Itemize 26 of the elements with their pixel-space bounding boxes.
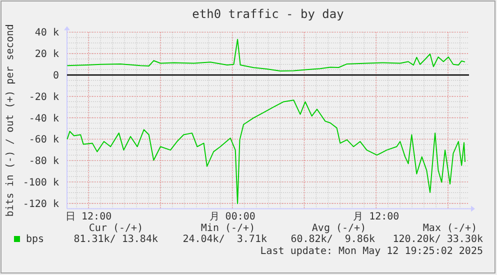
text: Max (-/+) — [422, 223, 478, 234]
x-tick-label: 日 12:00 — [66, 212, 112, 223]
text: 60.82k/ 9.86k — [290, 234, 375, 245]
text: Cur (-/+) — [88, 223, 144, 234]
y-tick-label: 0 — [52, 70, 59, 82]
y-tick-label: 20 k — [34, 49, 59, 60]
line-series — [66, 100, 466, 204]
y-tick-label: -20 k — [28, 92, 59, 103]
y-axis-title: bits in (-) / out (+) per second — [5, 24, 16, 217]
text: 24.04k/ 3.71k — [182, 234, 267, 245]
y-tick-label: -40 k — [28, 113, 59, 124]
text: Last update: Mon May 12 19:25:02 2025 — [260, 246, 483, 257]
y-tick-label: -60 k — [28, 134, 59, 146]
x-tick-label: 月 00:00 — [209, 212, 256, 223]
text: Min (-/+) — [200, 223, 256, 234]
text: Avg (-/+) — [312, 223, 366, 234]
y-tick-label: 40 k — [34, 28, 59, 39]
text: 120.20k/ 33.30k — [392, 234, 483, 245]
text: 81.31k/ 13.84k — [74, 234, 158, 245]
legend-label: bps — [26, 234, 44, 245]
chart-title: eth0 traffic - by day — [192, 7, 344, 21]
y-tick-label: -80 k — [28, 156, 59, 168]
y-tick-label: -120 k — [22, 198, 59, 210]
x-tick-label: 月 12:00 — [353, 212, 400, 223]
line-series — [66, 38, 466, 72]
y-tick-label: -100 k — [22, 177, 59, 188]
